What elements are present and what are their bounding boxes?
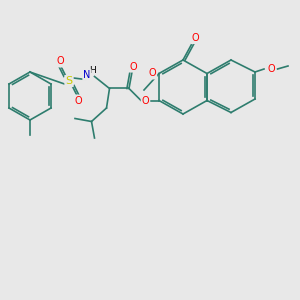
Text: S: S — [65, 76, 73, 86]
Text: O: O — [268, 64, 275, 74]
Text: O: O — [148, 68, 156, 79]
Text: O: O — [130, 61, 137, 72]
Text: O: O — [142, 95, 149, 106]
Text: O: O — [56, 56, 64, 67]
Text: O: O — [191, 33, 199, 43]
Text: N: N — [83, 70, 91, 80]
Text: O: O — [74, 95, 82, 106]
Text: H: H — [90, 66, 96, 75]
